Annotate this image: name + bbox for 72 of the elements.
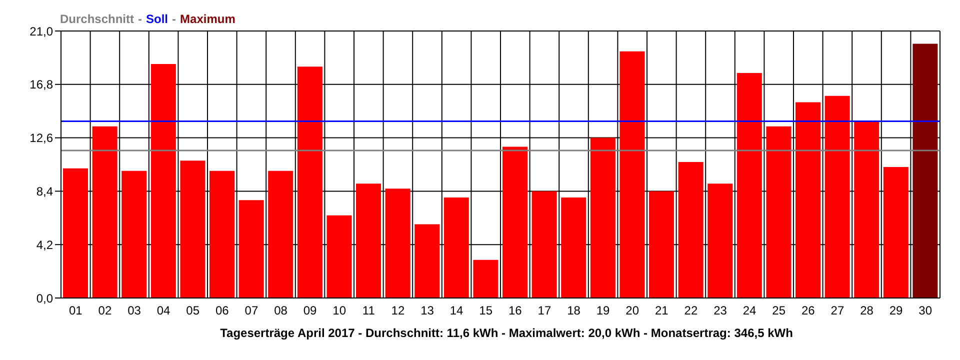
bar	[473, 260, 498, 298]
bar	[766, 126, 792, 298]
x-tick-label: 14	[450, 304, 464, 318]
bar	[180, 160, 206, 298]
y-tick-label: 4,2	[36, 238, 54, 252]
x-tick-label: 12	[391, 304, 405, 318]
x-tick-label: 28	[860, 304, 874, 318]
bar	[883, 167, 908, 298]
x-tick-label: 06	[215, 304, 230, 318]
x-tick-label: 27	[830, 304, 844, 318]
bar	[796, 102, 820, 298]
bar	[736, 72, 762, 298]
x-tick-label: 08	[274, 304, 288, 318]
x-tick-label: 23	[714, 304, 728, 318]
bar	[854, 121, 880, 298]
bar	[356, 184, 381, 298]
y-tick-label: 21,0	[30, 24, 54, 38]
x-tick-label: 25	[772, 304, 786, 318]
x-tick-label: 29	[889, 304, 904, 318]
bar	[912, 44, 938, 298]
ref-line-label: Soll	[146, 12, 168, 26]
x-tick-label: 10	[332, 304, 346, 318]
bar	[824, 96, 850, 298]
bar	[268, 170, 294, 298]
bar	[532, 191, 557, 298]
x-tick-label: 15	[479, 304, 493, 318]
x-tick-label: 02	[98, 304, 112, 318]
x-tick-label: 09	[303, 304, 318, 318]
x-tick-label: 22	[684, 304, 698, 318]
x-tick-label: 07	[244, 304, 258, 318]
y-tick-label: 12,6	[30, 131, 54, 146]
bar	[561, 198, 586, 298]
bar	[649, 191, 674, 298]
x-tick-label: 21	[654, 304, 669, 318]
bar	[210, 170, 234, 298]
x-tick-label: 01	[68, 304, 83, 318]
x-tick-label: 18	[567, 304, 581, 318]
bar	[326, 215, 352, 298]
x-tick-label: 30	[918, 304, 932, 318]
bar	[385, 188, 410, 298]
bar	[678, 162, 704, 298]
bar	[122, 170, 147, 298]
text: -	[172, 12, 176, 26]
text: Tageserträge April 2017 - Durchschnitt: 11,6 kWh - Maximalwert: 20,0 kWh - Monatsertrag: 346,5 kWh	[219, 326, 794, 340]
x-tick-label: 04	[156, 304, 171, 318]
x-tick-label: 05	[186, 304, 200, 318]
x-tick-label: 03	[128, 304, 142, 318]
bar	[414, 224, 440, 298]
bar	[620, 51, 645, 298]
bar	[708, 184, 733, 298]
x-tick-label: 16	[508, 304, 522, 318]
x-tick-label: 13	[420, 304, 434, 318]
text: Maximum	[180, 12, 236, 26]
bar	[63, 168, 88, 298]
y-tick-label: 16,8	[30, 78, 54, 92]
bar	[150, 64, 176, 298]
x-tick-label: 19	[596, 304, 610, 318]
text: -	[137, 12, 144, 26]
bar	[297, 66, 322, 298]
x-tick-label: 17	[538, 304, 552, 318]
bar	[502, 146, 528, 298]
x-tick-label: 20	[626, 304, 640, 318]
y-tick-label: 8,4	[36, 184, 54, 198]
bar	[92, 126, 118, 298]
x-tick-label: 26	[801, 304, 816, 318]
x-tick-label: 24	[742, 304, 757, 318]
x-tick-label: 11	[362, 304, 376, 318]
ref-line-label: Durchschnitt	[60, 12, 134, 26]
bar	[444, 198, 469, 298]
bar	[238, 200, 264, 298]
y-tick-label: 0,0	[36, 291, 54, 306]
bar	[590, 138, 616, 298]
